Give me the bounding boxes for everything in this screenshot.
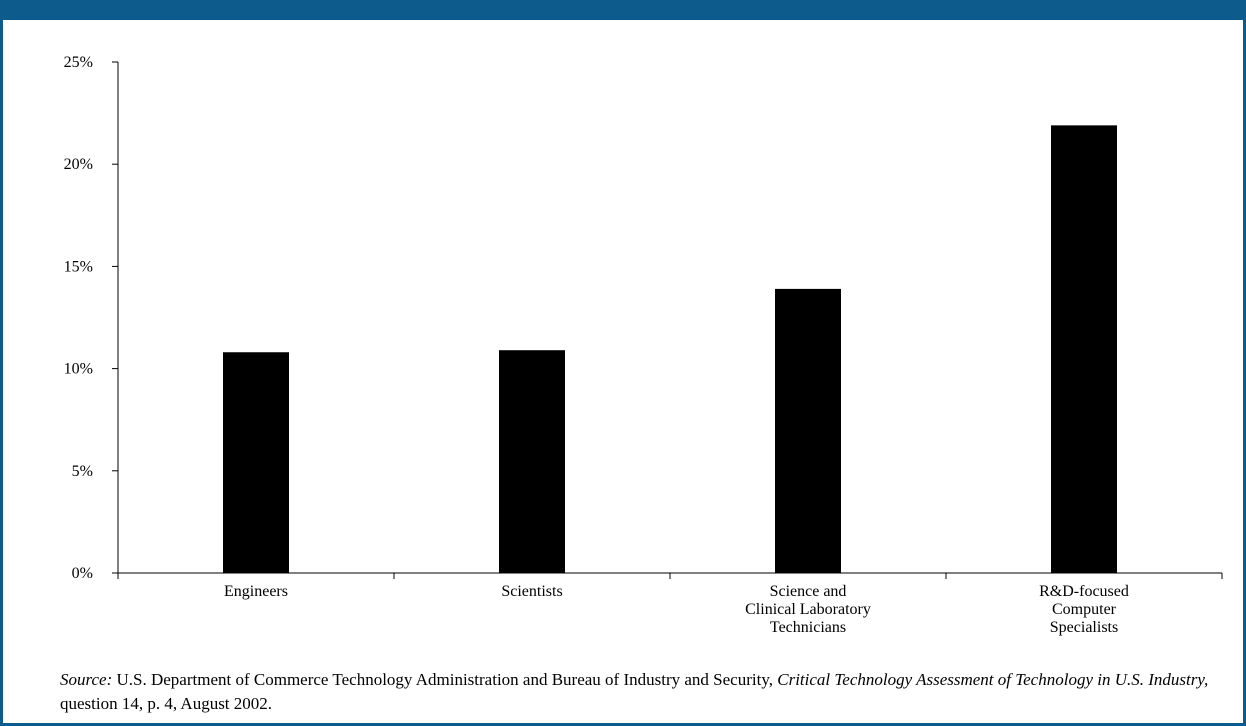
y-tick-label: 10% <box>64 361 93 378</box>
bar <box>499 350 565 573</box>
x-tick-label: Specialists <box>1050 619 1118 636</box>
x-tick-label: Technicians <box>770 619 846 636</box>
x-tick-label: Clinical Laboratory <box>745 601 871 618</box>
x-tick-label: R&D-focused <box>1039 583 1129 600</box>
source-label: Source: <box>60 670 113 689</box>
y-tick-label: 15% <box>64 258 93 275</box>
y-tick-label: 25% <box>64 54 93 71</box>
x-tick-label: Computer <box>1052 601 1117 618</box>
chart-bars <box>223 125 1117 573</box>
header-bar <box>0 0 1246 20</box>
x-tick-label: Engineers <box>224 583 288 600</box>
y-tick-label: 0% <box>72 565 93 582</box>
bar <box>1051 125 1117 573</box>
y-tick-label: 20% <box>64 156 93 173</box>
x-tick-label: Scientists <box>501 583 562 600</box>
y-tick-label: 5% <box>72 463 93 480</box>
source-text-2: question 14, p. 4, August 2002. <box>60 694 273 713</box>
source-publication-title: Critical Technology Assessment of Techno… <box>777 670 1209 689</box>
bar <box>775 288 841 573</box>
y-tick-labels: 0% 5% 10% 15% 20% 25% <box>64 54 93 582</box>
source-note: Source: U.S. Department of Commerce Tech… <box>60 668 1210 716</box>
source-text-1: U.S. Department of Commerce Technology A… <box>112 670 778 689</box>
bar <box>223 352 289 573</box>
chart-axes <box>112 61 1223 579</box>
x-tick-label: Science and <box>770 583 847 600</box>
